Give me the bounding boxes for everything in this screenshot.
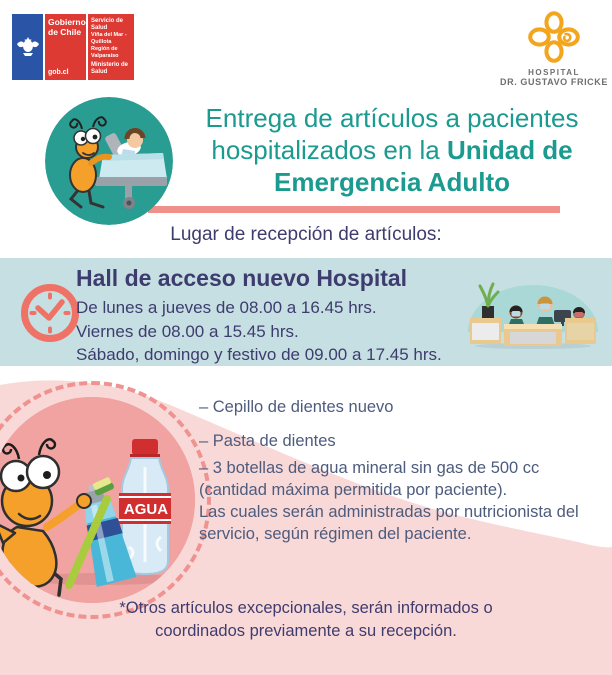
gobierno-logo-text: Gobierno de Chile gob.cl — [45, 14, 86, 80]
servicio-line: Servicio de Salud — [91, 18, 124, 31]
chile-coat-of-arms-icon — [12, 14, 43, 80]
schedule-text: Hall de acceso nuevo Hospital De lunes a… — [76, 265, 442, 367]
reception-desk-illustration — [458, 270, 608, 352]
servicio-salud-box: Servicio de Salud Viña del Mar - Quillot… — [88, 14, 134, 80]
gob-cl-label: gob.cl — [48, 69, 69, 76]
ant-hospital-bed-illustration — [45, 97, 173, 225]
title-regular: Entrega de artículos a pacientes hospita… — [205, 103, 579, 165]
list-item: – Pasta de dientes — [199, 432, 336, 450]
hospital-label: HOSPITAL — [528, 68, 580, 77]
items-list: – Cepillo de dientes nuevo – Pasta de di… — [199, 396, 587, 545]
ant-items-illustration: AGUA — [0, 381, 211, 619]
gobierno-name: Gobierno de Chile — [48, 17, 86, 37]
list-item: – 3 botellas de agua mineral sin gas de … — [199, 459, 540, 499]
servicio-line: Región de Valparaíso — [91, 46, 119, 59]
bottle-label: AGUA — [124, 501, 168, 518]
title-bold: Unidad de Emergencia Adulto — [274, 135, 573, 197]
schedule-place: Hall de acceso nuevo Hospital — [76, 265, 408, 291]
hospital-gustavo-fricke-logo: HOSPITAL DR. GUSTAVO FRICKE — [496, 8, 612, 87]
hospital-name-label: DR. GUSTAVO FRICKE — [500, 77, 608, 87]
schedule-line: Viernes de 08.00 a 15.45 hrs. — [76, 321, 299, 341]
schedule-line: De lunes a jueves de 08.00 a 16.45 hrs. — [76, 298, 377, 317]
footnote: *Otros artículos excepcionales, serán in… — [119, 599, 493, 640]
page-title: Entrega de artículos a pacientes hospita… — [178, 102, 606, 198]
clock-icon — [20, 283, 80, 343]
gobierno-de-chile-logo: Gobierno de Chile gob.cl Servicio de Sal… — [12, 14, 134, 80]
list-item-continuation: Las cuales serán administradas por nutri… — [199, 503, 579, 543]
servicio-line: Quillota — [91, 39, 112, 45]
reception-place-heading: Lugar de recepción de artículos: — [170, 224, 442, 245]
hospital-flower-icon — [528, 11, 580, 63]
servicio-line: Viña del Mar - — [91, 32, 127, 38]
divider-bar — [148, 206, 560, 213]
ministerio-label: Ministerio de Salud — [91, 62, 129, 75]
schedule-box: Hall de acceso nuevo Hospital De lunes a… — [0, 258, 612, 366]
ant-items-circle: AGUA — [0, 397, 195, 603]
schedule-line: Sábado, domingo y festivo de 09.00 a 17.… — [76, 345, 442, 364]
list-item: – Cepillo de dientes nuevo — [199, 398, 394, 416]
